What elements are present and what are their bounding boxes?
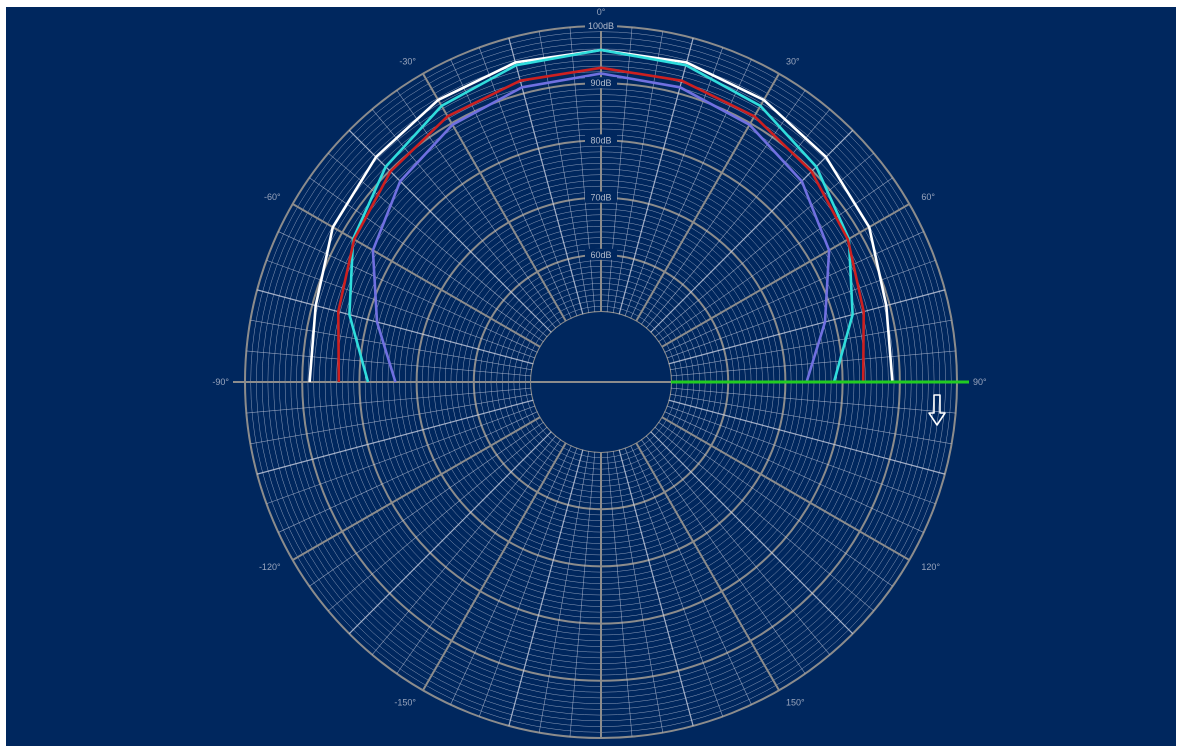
minor-spoke bbox=[478, 47, 578, 317]
major-spoke bbox=[635, 442, 780, 691]
series-line-4 bbox=[371, 72, 831, 383]
angle-tick-label: 90° bbox=[973, 377, 987, 387]
minor-spoke bbox=[654, 426, 874, 612]
minor-spoke bbox=[664, 411, 924, 533]
mid-spoke bbox=[650, 431, 854, 635]
minor-spoke bbox=[371, 109, 557, 329]
minor-spoke bbox=[658, 177, 893, 343]
minor-spoke bbox=[654, 152, 874, 338]
minor-spoke bbox=[569, 451, 596, 737]
mid-spoke bbox=[256, 399, 534, 475]
angle-tick-label: 60° bbox=[921, 192, 935, 202]
angle-tick-label: 0° bbox=[597, 7, 606, 17]
mid-spoke bbox=[348, 431, 552, 635]
minor-spoke bbox=[630, 59, 752, 319]
minor-spoke bbox=[669, 393, 952, 445]
annotations bbox=[928, 394, 946, 426]
minor-spoke bbox=[670, 387, 956, 414]
radial-label-bg bbox=[585, 134, 617, 146]
radial-tick-label: 60dB bbox=[590, 250, 611, 260]
radial-label-bg bbox=[585, 77, 617, 89]
major-spoke bbox=[292, 416, 541, 561]
minor-spoke bbox=[658, 421, 893, 587]
minor-spoke bbox=[309, 421, 544, 587]
angle-tick-label: 30° bbox=[786, 57, 800, 67]
polar-chart-panel: 100dB 90dB 80dB 70dB 60dB 0° 30° 60° 90° 120° 150°… bbox=[6, 7, 1176, 746]
down-arrow-icon bbox=[928, 394, 946, 426]
radial-tick-label: 70dB bbox=[590, 193, 611, 203]
mid-spoke bbox=[256, 289, 534, 365]
angle-tick-label: -120° bbox=[259, 562, 281, 572]
minor-spoke bbox=[666, 259, 936, 359]
radial-label-bg bbox=[585, 20, 617, 31]
radial-tick-label: 80dB bbox=[590, 135, 611, 145]
major-spoke bbox=[422, 442, 567, 691]
minor-spoke bbox=[538, 31, 590, 314]
angle-tick-label: -60° bbox=[264, 192, 281, 202]
major-spoke bbox=[661, 416, 910, 561]
mid-spoke bbox=[508, 449, 584, 727]
minor-spoke bbox=[624, 47, 724, 317]
minor-spoke bbox=[664, 231, 924, 353]
radial-tick-label: 100dB bbox=[588, 21, 614, 31]
minor-spoke bbox=[278, 231, 538, 353]
minor-spoke bbox=[266, 259, 536, 359]
minor-spoke bbox=[450, 445, 572, 705]
minor-spoke bbox=[606, 27, 633, 313]
polar-chart: 100dB 90dB 80dB 70dB 60dB 0° 30° 60° 90° 120° 150°… bbox=[212, 7, 987, 739]
minor-spoke bbox=[250, 319, 533, 371]
series-line-3 bbox=[336, 66, 866, 383]
radial-label-bg bbox=[585, 191, 617, 203]
minor-spoke bbox=[328, 426, 548, 612]
mid-spoke bbox=[650, 129, 854, 333]
angle-tick-label: -150° bbox=[394, 697, 416, 707]
mid-spoke bbox=[618, 449, 694, 727]
minor-spoke bbox=[645, 435, 831, 655]
major-spoke bbox=[635, 73, 780, 322]
minor-spoke bbox=[669, 319, 952, 371]
mid-spoke bbox=[348, 129, 552, 333]
minor-spoke bbox=[624, 447, 724, 717]
minor-spoke bbox=[278, 411, 538, 533]
minor-spoke bbox=[569, 27, 596, 313]
minor-spoke bbox=[396, 439, 562, 674]
minor-spoke bbox=[450, 59, 572, 319]
minor-spoke bbox=[371, 435, 557, 655]
minor-spoke bbox=[612, 450, 664, 733]
radial-tick-label: 90dB bbox=[590, 78, 611, 88]
angle-tick-label: 150° bbox=[786, 697, 805, 707]
minor-spoke bbox=[666, 405, 936, 505]
minor-spoke bbox=[645, 109, 831, 329]
minor-spoke bbox=[612, 31, 664, 314]
minor-spoke bbox=[630, 445, 752, 705]
minor-spoke bbox=[266, 405, 536, 505]
angle-tick-label: 120° bbox=[921, 562, 940, 572]
mid-spoke bbox=[618, 37, 694, 315]
radial-label-bg bbox=[585, 248, 617, 260]
mid-spoke bbox=[668, 399, 946, 475]
mid-spoke bbox=[508, 37, 584, 315]
minor-spoke bbox=[250, 393, 533, 445]
minor-spoke bbox=[538, 450, 590, 733]
angle-tick-label: -90° bbox=[212, 377, 229, 387]
tick-labels: 100dB 90dB 80dB 70dB 60dB 0° 30° 60° 90° 120° 150°… bbox=[212, 7, 987, 707]
mid-spoke bbox=[668, 289, 946, 365]
minor-spoke bbox=[246, 387, 532, 414]
minor-spoke bbox=[640, 439, 806, 674]
series-layer bbox=[308, 48, 969, 384]
polar-grid bbox=[233, 25, 969, 739]
minor-spoke bbox=[396, 90, 562, 325]
minor-spoke bbox=[328, 152, 548, 338]
major-spoke bbox=[422, 73, 567, 322]
minor-spoke bbox=[606, 451, 633, 737]
minor-spoke bbox=[309, 177, 544, 343]
angle-tick-label: -30° bbox=[399, 57, 416, 67]
minor-spoke bbox=[640, 90, 806, 325]
minor-spoke bbox=[478, 447, 578, 717]
